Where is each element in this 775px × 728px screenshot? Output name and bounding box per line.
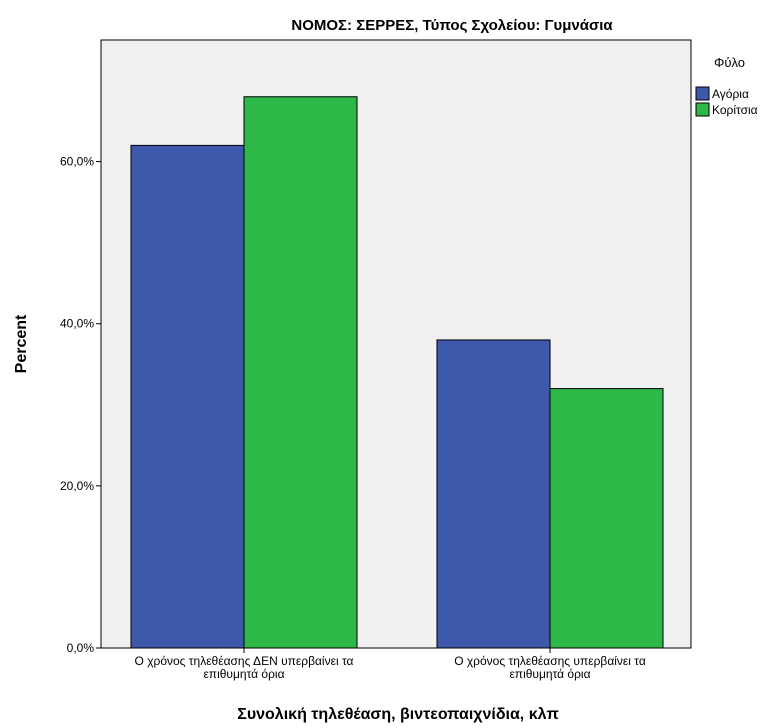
legend: Φύλο Αγόρια Κορίτσια [695,55,758,117]
legend-title: Φύλο [714,55,745,70]
x-axis: Ο χρόνος τηλεθέασης ΔΕΝ υπερβαίνει τα επι… [135,648,646,681]
y-axis: 0,0% 20,0% 40,0% 60,0% [60,155,101,655]
y-tick-label: 20,0% [60,479,94,493]
category-label-line: επιθυμητά όρια [203,667,284,681]
legend-swatch [695,102,710,117]
legend-label: Κορίτσια [712,103,758,117]
y-tick-label: 0,0% [67,641,95,655]
y-axis-title: Percent [13,314,30,373]
legend-swatch [695,86,710,101]
category-label: Ο χρόνος τηλεθέασης υπερβαίνει τα επιθυμη… [454,654,646,681]
legend-label: Αγόρια [712,87,749,101]
chart-title: ΝΟΜΟΣ: ΣΕΡΡΕΣ, Τύπος Σχολείου: Γυμνάσια [291,17,613,34]
bar-girls-cat2 [549,388,664,649]
y-tick-label: 40,0% [60,317,94,331]
bar-girls-cat1 [243,96,358,649]
category-label: Ο χρόνος τηλεθέασης ΔΕΝ υπερβαίνει τα επι… [135,654,354,681]
bar-boys-cat2 [436,339,551,649]
bar-boys-cat1 [130,144,245,649]
y-tick-label: 60,0% [60,155,94,169]
x-axis-title: Συνολική τηλεθέαση, βιντεοπαιχνίδια, κλπ [237,706,559,723]
category-label-line: επιθυμητά όρια [509,667,590,681]
category-label-line: Ο χρόνος τηλεθέασης ΔΕΝ υπερβαίνει τα [135,654,354,668]
category-label-line: Ο χρόνος τηλεθέασης υπερβαίνει τα [454,654,646,668]
bars [130,96,664,649]
